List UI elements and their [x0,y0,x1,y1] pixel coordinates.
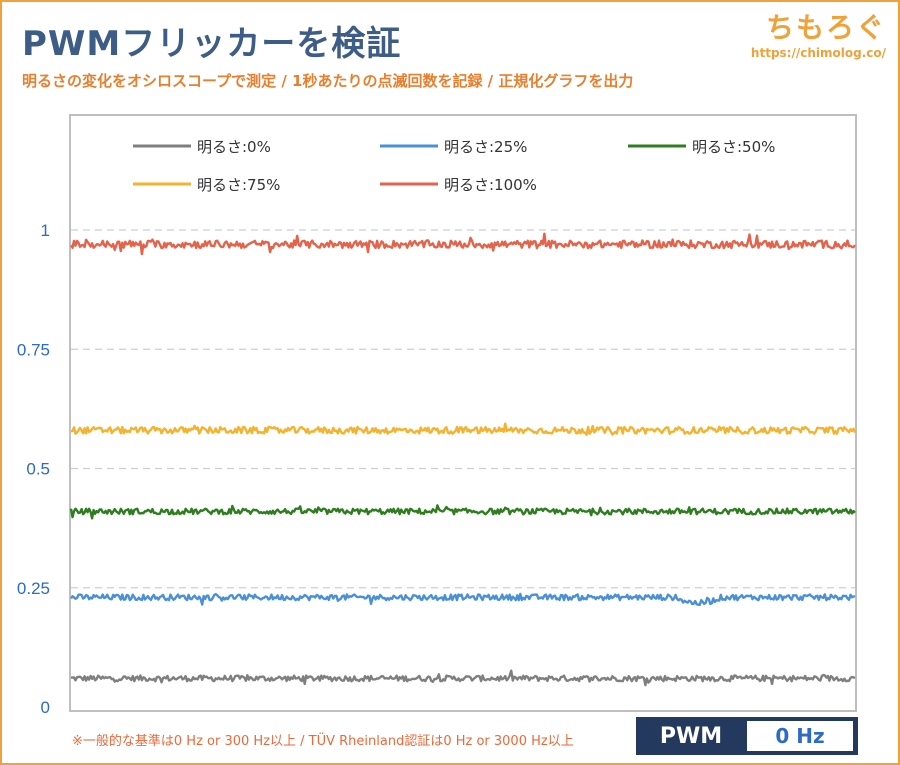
logo-url: https://chimolog.co/ [750,46,886,60]
y-axis-ticks: 0 0.25 0.5 0.75 1 [17,221,50,717]
series-line [69,504,856,520]
legend-label: 明るさ:50% [692,138,775,156]
pwm-label: PWM [659,723,723,749]
plot-area [69,114,857,712]
legend-label: 明るさ:100% [444,176,537,194]
series-line [69,232,856,256]
y-tick-label: 0.25 [17,579,50,598]
legend: 明るさ:0% 明るさ:25% 明るさ:50% 明るさ:75% 明るさ:100% [133,138,775,194]
logo-name: ちもろぐ [765,11,886,44]
footnote: ※一般的な基準は0 Hz or 300 Hz以上 / TÜV Rheinland… [72,734,574,749]
y-tick-label: 0 [41,698,50,717]
legend-label: 明るさ:75% [197,176,280,194]
series-line [70,422,857,436]
grid-lines [71,229,855,589]
page-title: PWMフリッカーを検証 [22,24,402,64]
y-tick-label: 0.75 [17,340,50,359]
pwm-result-box: PWM 0 Hz [636,717,858,755]
series-line [70,592,856,607]
legend-label: 明るさ:25% [444,138,527,156]
page-subtitle: 明るさの変化をオシロスコープで測定 / 1秒あたりの点滅回数を記録 / 正規化グ… [22,72,634,90]
site-logo: ちもろぐ https://chimolog.co/ [751,6,886,60]
legend-label: 明るさ:0% [197,138,271,156]
series-line [70,669,856,687]
y-tick-label: 1 [41,221,50,240]
y-tick-label: 0.5 [26,460,50,479]
series-lines [69,232,857,687]
pwm-value: 0 Hz [747,721,853,751]
